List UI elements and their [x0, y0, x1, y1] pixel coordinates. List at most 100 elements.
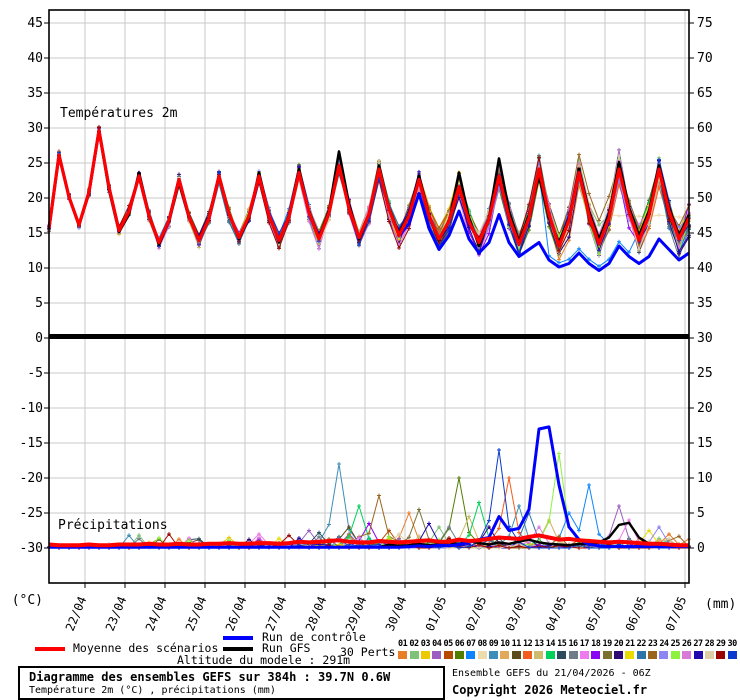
- pert-color-swatch: [670, 651, 680, 659]
- pert-cell: 05: [442, 639, 453, 659]
- pert-color-swatch: [636, 651, 646, 659]
- pert-cell: 03: [420, 639, 431, 659]
- pert-color-swatch: [568, 651, 578, 659]
- svg-text:35: 35: [697, 296, 713, 311]
- svg-text:15: 15: [27, 226, 43, 241]
- pert-color-swatch: [704, 651, 714, 659]
- pert-number: 11: [511, 639, 522, 649]
- pert-number: 03: [420, 639, 431, 649]
- svg-text:45: 45: [697, 226, 713, 241]
- pert-number: 24: [659, 639, 669, 649]
- pert-cell: 20: [613, 639, 624, 659]
- temp-main-lines: [47, 128, 691, 272]
- gfs-line-swatch: [223, 647, 253, 651]
- svg-text:25: 25: [27, 156, 43, 171]
- control-line-swatch: [223, 636, 253, 640]
- pert-cell: 30: [726, 639, 737, 659]
- pert-cell: 19: [601, 639, 612, 659]
- pert-color-swatch: [614, 651, 623, 659]
- svg-text:Précipitations: Précipitations: [58, 518, 168, 533]
- pert-number: 16: [568, 639, 578, 649]
- pert-cell: 15: [556, 639, 567, 659]
- svg-text:25/04: 25/04: [183, 594, 210, 632]
- pert-cell: 26: [681, 639, 692, 659]
- pert-cell: 17: [579, 639, 590, 659]
- svg-text:0: 0: [35, 331, 43, 346]
- chart-title: Diagramme des ensembles GEFS sur 384h : …: [29, 670, 391, 684]
- pert-color-swatch: [557, 651, 567, 659]
- plot-border: [48, 9, 690, 584]
- pert-color-swatch: [534, 651, 544, 659]
- pert-cell: 08: [477, 639, 488, 659]
- control-line-label: Run de contrôle: [262, 630, 366, 644]
- svg-text:07/05: 07/05: [663, 594, 690, 632]
- pert-cell: 18: [590, 639, 601, 659]
- pert-color-swatch: [523, 651, 533, 659]
- pert-color-swatch: [659, 651, 669, 659]
- svg-text:20: 20: [27, 191, 43, 206]
- pert-color-swatch: [500, 651, 510, 659]
- svg-text:-20: -20: [20, 471, 43, 486]
- svg-text:40: 40: [27, 51, 43, 66]
- pert-number: 10: [500, 639, 510, 649]
- pert-number: 20: [613, 639, 624, 649]
- svg-text:0: 0: [697, 541, 705, 556]
- pert-number: 25: [670, 639, 681, 649]
- svg-text:30: 30: [27, 121, 43, 136]
- svg-text:25: 25: [697, 366, 713, 381]
- pert-legend: 01 02 03 04 05 06 07 08 09 10 11 12 13 14 15 16 17 18 19 20…: [397, 639, 738, 659]
- pert-cell: 14: [545, 639, 556, 659]
- svg-text:-5: -5: [27, 366, 43, 381]
- pert-color-swatch: [602, 651, 612, 659]
- pert-color-swatch: [432, 651, 442, 659]
- pert-color-swatch: [693, 651, 703, 659]
- svg-text:05/05: 05/05: [583, 594, 610, 632]
- perts-count-label: 30 Perts.: [340, 645, 403, 659]
- pert-number: 04: [432, 639, 442, 649]
- pert-cell: 01: [397, 639, 408, 659]
- pert-cell: 10: [499, 639, 510, 659]
- precip-main-lines: [48, 425, 689, 549]
- pert-number: 01: [398, 639, 408, 649]
- svg-text:10: 10: [27, 261, 43, 276]
- section-separator: [49, 334, 689, 339]
- pert-number: 06: [454, 639, 465, 649]
- svg-text:04/05: 04/05: [543, 594, 570, 632]
- pert-cell: 16: [567, 639, 578, 659]
- pert-cell: 04: [431, 639, 442, 659]
- svg-text:65: 65: [697, 86, 713, 101]
- svg-text:10: 10: [697, 471, 713, 486]
- pert-cell: 22: [636, 639, 647, 659]
- svg-text:(°C): (°C): [12, 593, 43, 608]
- pert-color-swatch: [489, 651, 499, 659]
- pert-cell: 02: [408, 639, 419, 659]
- svg-text:03/05: 03/05: [503, 594, 530, 632]
- precip-member-lines: [47, 448, 691, 550]
- svg-text:29/04: 29/04: [343, 594, 370, 632]
- pert-cell: 27: [692, 639, 703, 659]
- pert-cell: 29: [715, 639, 726, 659]
- pert-cell: 11: [511, 639, 522, 659]
- pert-number: 12: [523, 639, 533, 649]
- mean-line-swatch: [35, 647, 65, 651]
- pert-number: 15: [557, 639, 567, 649]
- pert-number: 14: [545, 639, 556, 649]
- pert-color-swatch: [454, 651, 464, 659]
- svg-text:30/04: 30/04: [383, 594, 410, 632]
- pert-color-swatch: [727, 651, 737, 659]
- pert-color-swatch: [625, 651, 635, 659]
- svg-text:60: 60: [697, 121, 713, 136]
- svg-text:(mm): (mm): [705, 597, 736, 612]
- pert-number: 08: [477, 639, 488, 649]
- svg-text:Températures 2m: Températures 2m: [60, 106, 178, 121]
- pert-number: 29: [716, 639, 726, 649]
- svg-text:55: 55: [697, 156, 713, 171]
- pert-number: 18: [591, 639, 601, 649]
- pert-cell: 06: [454, 639, 465, 659]
- svg-text:23/04: 23/04: [103, 594, 130, 632]
- pert-number: 22: [636, 639, 647, 649]
- svg-text:22/04: 22/04: [63, 594, 90, 632]
- pert-number: 19: [602, 639, 613, 649]
- svg-text:5: 5: [697, 506, 705, 521]
